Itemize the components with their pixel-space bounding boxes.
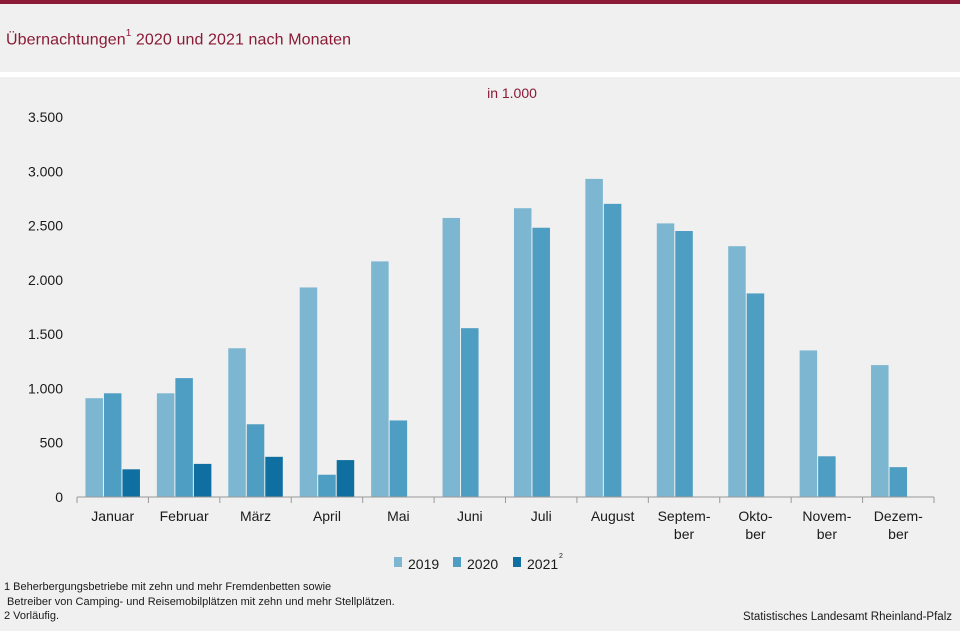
category-label: Januar <box>91 508 134 524</box>
bar-2019-4 <box>371 261 389 497</box>
category-label: Novem- <box>802 508 851 524</box>
footnotes: 1 Beherbergungsbetriebe mit zehn und meh… <box>4 580 395 624</box>
bar-2019-10 <box>799 350 818 497</box>
bar-2019-7 <box>585 178 603 497</box>
bar-2019-3 <box>299 287 318 497</box>
legend-swatch-2020 <box>453 557 461 567</box>
footnote-2: 2 Vorläufig. <box>4 610 60 622</box>
bar-2019-6 <box>513 208 532 497</box>
bar-2020-6 <box>532 227 550 497</box>
bar-2020-9 <box>746 293 765 497</box>
bar-2020-5 <box>461 328 479 497</box>
source-note: Statistisches Landesamt Rheinland-Pfalz <box>742 611 952 623</box>
category-label: ber <box>674 526 695 542</box>
legend-label-2021: 2021 <box>527 556 558 572</box>
bar-2020-2 <box>246 424 265 497</box>
y-tick-label: 3.500 <box>28 109 63 125</box>
legend-sup-2021: 2 <box>559 553 563 560</box>
category-label: Septem- <box>658 508 711 524</box>
legend-label-2020: 2020 <box>467 556 498 572</box>
unit-label: in 1.000 <box>487 85 537 101</box>
y-tick-label: 2.000 <box>28 272 63 288</box>
bar-2020-1 <box>175 378 193 497</box>
top-accent-bar <box>0 0 960 4</box>
bar-2021-2 <box>265 456 283 497</box>
bar-2019-1 <box>156 393 175 497</box>
footnote-1-cont: Betreiber von Camping- und Reisemobilplä… <box>4 595 395 608</box>
bar-2020-8 <box>675 231 693 497</box>
category-label: Juli <box>531 508 552 524</box>
bar-2019-0 <box>85 398 103 497</box>
category-label: Okto- <box>738 508 773 524</box>
category-label: Juni <box>457 508 483 524</box>
bar-2020-4 <box>389 420 408 497</box>
category-label: Mai <box>387 508 410 524</box>
bar-2019-8 <box>656 223 675 497</box>
category-label: März <box>240 508 271 524</box>
category-label: ber <box>745 526 766 542</box>
y-tick-label: 500 <box>40 435 64 451</box>
legend-swatch-2019 <box>394 557 402 567</box>
bar-2021-3 <box>336 460 355 497</box>
bar-2019-5 <box>442 217 461 497</box>
y-tick-label: 3.000 <box>28 163 63 179</box>
bar-2021-0 <box>122 469 140 497</box>
category-label: August <box>591 508 635 524</box>
y-tick-label: 1.000 <box>28 380 63 396</box>
category-label: Dezem- <box>874 508 923 524</box>
bar-2020-10 <box>818 456 836 497</box>
chart-title: Übernachtungen1 2020 und 2021 nach Monat… <box>6 28 352 49</box>
bar-2020-7 <box>603 203 622 497</box>
bar-2020-11 <box>889 467 908 497</box>
category-label: ber <box>888 526 909 542</box>
y-tick-label: 1.500 <box>28 326 63 342</box>
y-tick-label: 0 <box>55 489 63 505</box>
bar-2019-11 <box>871 365 889 497</box>
legend-label-2019: 2019 <box>408 556 439 572</box>
bar-2019-2 <box>228 348 246 497</box>
category-label: April <box>313 508 341 524</box>
category-label: ber <box>817 526 838 542</box>
legend-swatch-2021 <box>513 557 521 567</box>
bar-2020-3 <box>318 474 336 497</box>
title-divider <box>0 72 960 77</box>
bar-2019-9 <box>728 246 746 497</box>
y-tick-label: 2.500 <box>28 218 63 234</box>
bar-2021-1 <box>193 463 212 497</box>
chart: in 1.000 0 500 1.000 1.500 2.000 2.500 3.000 3.… <box>28 85 935 572</box>
category-label: Februar <box>160 508 209 524</box>
footnote-1: 1 Beherbergungsbetriebe mit zehn und meh… <box>4 581 332 593</box>
bar-2020-0 <box>103 393 122 497</box>
